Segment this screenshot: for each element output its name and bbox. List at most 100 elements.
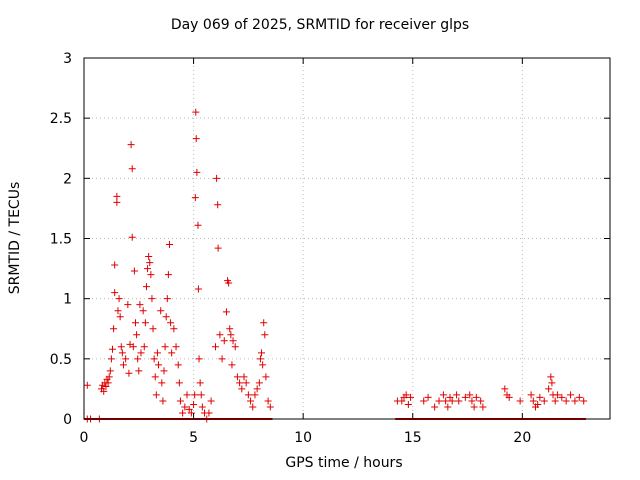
data-point	[477, 397, 485, 405]
data-point	[165, 241, 173, 249]
data-point	[435, 397, 443, 405]
y-tick-label: 0.5	[50, 352, 72, 368]
data-point	[455, 397, 463, 405]
data-point	[238, 385, 246, 393]
data-point	[468, 397, 476, 405]
data-point	[192, 108, 200, 116]
data-point	[110, 325, 118, 333]
data-point	[225, 279, 233, 287]
data-point	[256, 355, 264, 363]
data-point	[111, 289, 119, 297]
data-point	[151, 373, 159, 381]
data-point	[105, 373, 113, 381]
data-point	[135, 367, 143, 375]
data-point	[536, 393, 544, 401]
data-point	[444, 403, 452, 411]
data-point	[424, 393, 432, 401]
data-point	[125, 369, 133, 377]
data-point	[167, 319, 175, 327]
data-point	[147, 271, 155, 279]
data-point	[100, 387, 108, 395]
x-tick-label: 0	[80, 430, 89, 446]
data-point	[183, 391, 191, 399]
data-point	[218, 355, 226, 363]
y-tick-label: 0	[63, 412, 72, 428]
data-point	[114, 307, 122, 315]
data-point	[128, 233, 136, 241]
data-point	[448, 397, 456, 405]
data-points	[83, 108, 588, 423]
data-point	[179, 409, 187, 417]
data-point	[124, 301, 132, 309]
data-point	[129, 343, 137, 351]
data-point	[157, 307, 165, 315]
y-tick-label: 3	[63, 51, 72, 67]
data-point	[404, 401, 412, 409]
data-point	[137, 349, 145, 357]
data-point	[128, 165, 136, 173]
data-point	[266, 403, 274, 411]
data-point	[164, 271, 172, 279]
data-point	[160, 367, 168, 375]
data-point	[106, 367, 114, 375]
data-point	[102, 383, 110, 391]
data-point	[461, 393, 469, 401]
data-point	[113, 192, 121, 200]
data-point	[197, 391, 205, 399]
plot-frame	[83, 57, 611, 420]
data-point	[150, 355, 158, 363]
data-point	[148, 295, 156, 303]
data-point	[249, 403, 257, 411]
data-point	[548, 379, 556, 387]
data-point	[527, 391, 535, 399]
data-point	[264, 397, 272, 405]
data-point	[255, 379, 263, 387]
data-point	[553, 391, 561, 399]
data-point	[158, 379, 166, 387]
data-point	[122, 355, 130, 363]
data-point	[190, 401, 198, 409]
data-point	[168, 349, 176, 357]
data-point	[240, 373, 248, 381]
grid	[84, 58, 610, 419]
data-point	[236, 379, 244, 387]
data-point	[407, 393, 415, 401]
data-point	[420, 397, 428, 405]
data-point	[146, 259, 154, 267]
data-point	[172, 343, 180, 351]
data-point	[431, 403, 439, 411]
data-point	[119, 361, 127, 369]
data-point	[220, 337, 228, 345]
data-point	[231, 343, 239, 351]
data-point	[402, 391, 410, 399]
data-point	[194, 221, 202, 229]
data-point	[115, 295, 123, 303]
data-point	[242, 379, 250, 387]
data-point	[185, 405, 193, 413]
x-tick-label: 10	[294, 430, 312, 446]
data-point	[529, 397, 537, 405]
data-point	[130, 267, 138, 275]
data-point	[214, 201, 222, 209]
data-point	[175, 379, 183, 387]
data-point	[260, 319, 268, 327]
data-point	[193, 168, 201, 176]
data-point	[213, 174, 221, 182]
data-point	[192, 135, 200, 143]
data-point	[144, 265, 152, 273]
data-point	[134, 355, 142, 363]
data-point	[453, 391, 461, 399]
data-point	[258, 349, 266, 357]
data-point	[534, 401, 542, 409]
data-point	[262, 373, 270, 381]
data-point	[207, 397, 215, 405]
y-tick-label: 2	[63, 171, 72, 187]
data-point	[118, 349, 126, 357]
data-point	[145, 253, 153, 261]
data-point	[216, 331, 224, 339]
data-point	[163, 295, 171, 303]
data-point	[551, 397, 559, 405]
data-point	[140, 343, 148, 351]
data-point	[580, 397, 588, 405]
